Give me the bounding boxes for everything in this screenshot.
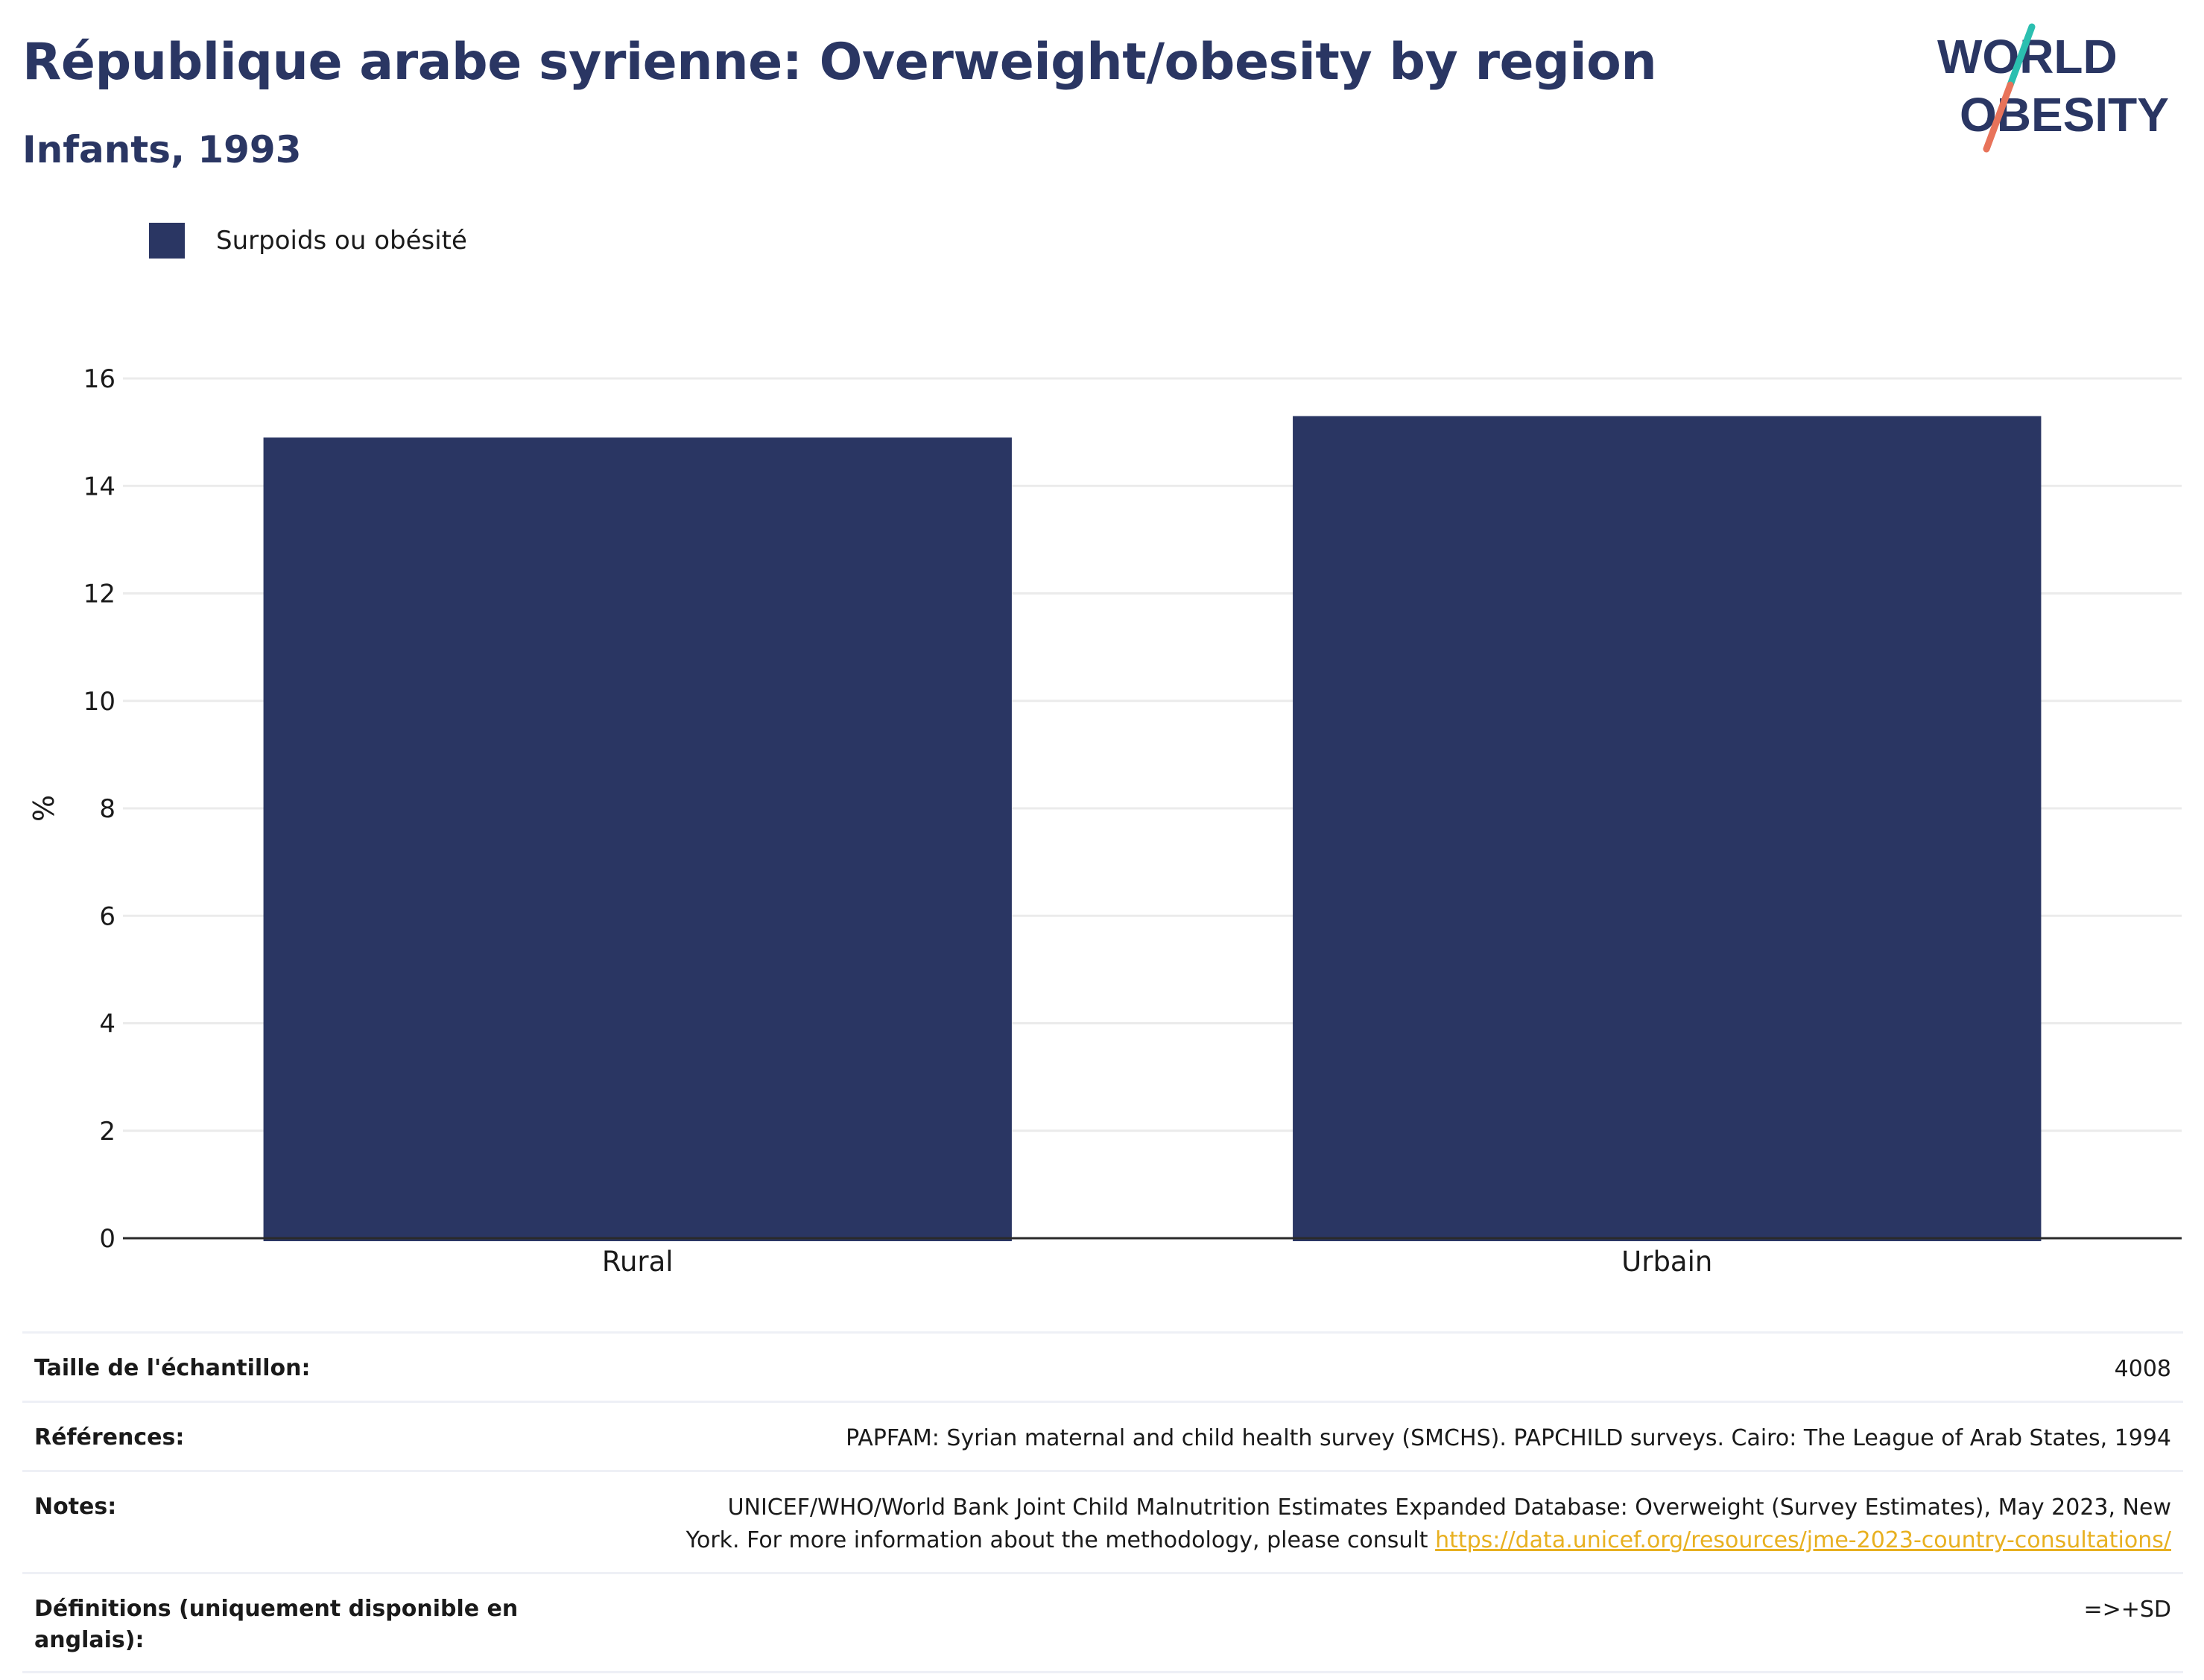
notes-text-line1: UNICEF/WHO/World Bank Joint Child Malnut… — [727, 1494, 2171, 1521]
definitions-value: =>+SD — [2083, 1597, 2171, 1623]
references-label: Références: — [34, 1424, 185, 1451]
world-obesity-logo: WORLD OBESITY — [1937, 23, 2169, 153]
definitions-label: Définitions (uniquement disponible en an… — [34, 1596, 519, 1653]
info-row-notes: Notes: UNICEF/WHO/World Bank Joint Child… — [22, 1470, 2183, 1572]
y-tick-label: 4 — [99, 1009, 115, 1039]
notes-value: UNICEF/WHO/World Bank Joint Child Malnut… — [577, 1492, 2171, 1557]
x-tick-label: Urbain — [1621, 1246, 1712, 1278]
y-tick-label: 10 — [83, 687, 115, 717]
bar-chart: 0 2 4 6 8 10 12 14 16 Rural Urbain% — [28, 364, 2182, 1278]
y-tick-label: 8 — [99, 794, 115, 824]
info-table: Taille de l'échantillon: 4008 Références… — [22, 1331, 2183, 1673]
bar-rural — [263, 437, 1012, 1241]
notes-link[interactable]: https://data.unicef.org/resources/jme-20… — [1435, 1527, 2171, 1553]
references-value: PAPFAM: Syrian maternal and child health… — [846, 1425, 2171, 1451]
y-tick-label: 6 — [99, 901, 115, 931]
x-tick-label: Rural — [602, 1246, 674, 1278]
y-tick-label: 14 — [83, 472, 115, 501]
info-row-references: Références: PAPFAM: Syrian maternal and … — [22, 1401, 2183, 1470]
legend-label: Surpoids ou obésité — [216, 226, 467, 256]
chart-subtitle: Infants, 1993 — [22, 128, 302, 171]
notes-label: Notes: — [34, 1494, 117, 1520]
y-tick-label: 2 — [99, 1117, 115, 1147]
notes-text-line2: York. For more information about the met… — [685, 1527, 1436, 1553]
sample-size-label: Taille de l'échantillon: — [34, 1355, 311, 1381]
info-row-sample-size: Taille de l'échantillon: 4008 — [22, 1331, 2183, 1401]
y-tick-label: 16 — [83, 364, 115, 394]
logo-slash-top — [2007, 23, 2036, 89]
logo-slash-bottom — [1983, 81, 2014, 153]
y-tick-label: 0 — [99, 1224, 115, 1254]
legend-swatch — [149, 223, 185, 259]
chart-title: République arabe syrienne: Overweight/ob… — [22, 33, 1657, 92]
bar-urbain — [1293, 416, 2042, 1241]
y-tick-label: 12 — [83, 580, 115, 609]
chart-legend: Surpoids ou obésité — [149, 222, 467, 259]
info-row-definitions: Définitions (uniquement disponible en an… — [22, 1572, 2183, 1673]
y-axis-label: % — [28, 795, 60, 822]
sample-size-value: 4008 — [2114, 1356, 2171, 1382]
